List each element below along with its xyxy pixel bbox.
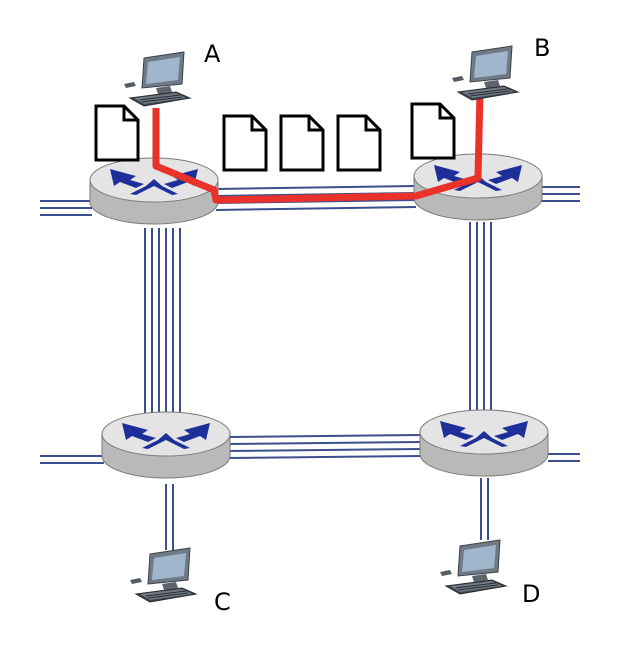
- link-right: [469, 222, 492, 418]
- packet-icon: [94, 104, 140, 162]
- router-bottom-left: [101, 411, 231, 479]
- router-bottom-right: [419, 409, 549, 477]
- host-label-b: B: [534, 34, 550, 62]
- host-label-c: C: [214, 588, 231, 616]
- host-c: [129, 547, 197, 603]
- packet-icon: [410, 102, 456, 160]
- packet-icon: [222, 114, 268, 172]
- packet-icon: [336, 114, 382, 172]
- host-a: [123, 51, 191, 107]
- host-d: [439, 539, 507, 595]
- link-host-c: [165, 484, 174, 550]
- link-top-left-stub: [40, 200, 92, 216]
- host-b: [451, 45, 519, 101]
- link-top-right-stub: [540, 186, 580, 202]
- link-bottom: [227, 434, 423, 459]
- highlighted-path: [152, 91, 484, 204]
- link-bottom-left-stub: [40, 455, 104, 464]
- link-left: [144, 228, 181, 420]
- host-label-a: A: [204, 40, 221, 68]
- link-host-d: [480, 478, 489, 540]
- links: [40, 185, 580, 550]
- host-label-d: D: [522, 580, 540, 608]
- link-bottom-right-stub: [548, 453, 580, 462]
- packet-icon: [279, 114, 325, 172]
